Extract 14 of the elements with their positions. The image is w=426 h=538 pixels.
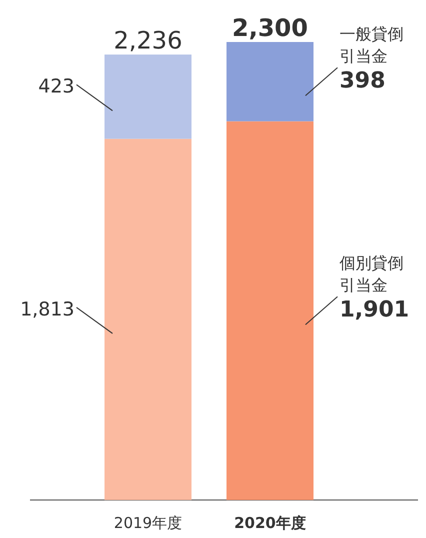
bar <box>104 138 192 500</box>
bar <box>226 121 314 500</box>
series-label: 一般貸倒引当金 <box>340 24 404 66</box>
data-label: 1,901 <box>340 298 410 323</box>
bar <box>104 54 192 139</box>
bar <box>226 42 314 122</box>
data-label: 423 <box>38 76 74 98</box>
total-label: 2,300 <box>232 14 308 42</box>
x-tick-label: 2020年度 <box>234 514 306 532</box>
data-label: 1,813 <box>20 298 74 320</box>
series-label: 個別貸倒引当金 <box>340 254 404 295</box>
data-label: 398 <box>340 68 386 94</box>
total-label: 2,236 <box>114 26 182 55</box>
x-tick-label: 2019年度 <box>114 514 182 532</box>
